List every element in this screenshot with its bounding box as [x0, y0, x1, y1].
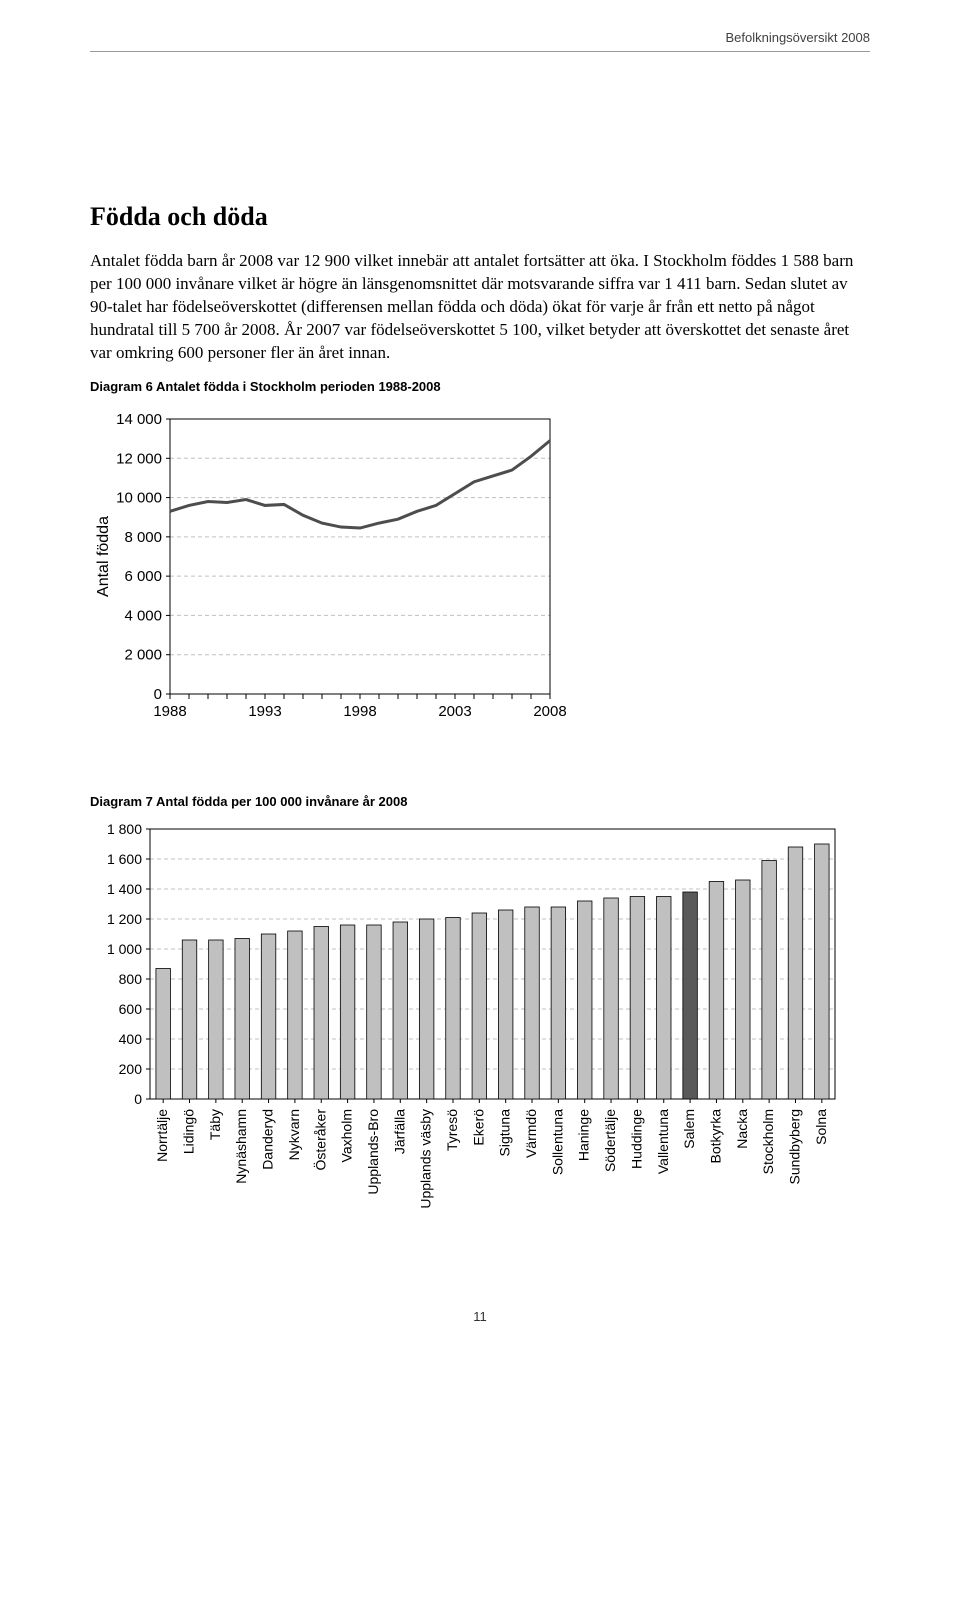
- svg-text:1 800: 1 800: [107, 821, 142, 837]
- svg-text:400: 400: [119, 1031, 143, 1047]
- svg-text:Värmdö: Värmdö: [523, 1108, 539, 1157]
- svg-text:Salem: Salem: [681, 1109, 697, 1149]
- svg-text:Nacka: Nacka: [734, 1108, 750, 1148]
- svg-text:Ekerö: Ekerö: [470, 1108, 486, 1145]
- svg-text:Tyresö: Tyresö: [444, 1108, 460, 1150]
- svg-text:0: 0: [154, 686, 162, 703]
- svg-text:1988: 1988: [153, 703, 186, 720]
- svg-text:Österåker: Österåker: [311, 1108, 328, 1170]
- svg-text:0: 0: [134, 1091, 142, 1107]
- svg-text:Botkyrka: Botkyrka: [707, 1108, 723, 1163]
- svg-text:8 000: 8 000: [124, 529, 162, 546]
- svg-text:Sollentuna: Sollentuna: [549, 1108, 565, 1174]
- svg-text:600: 600: [119, 1001, 143, 1017]
- svg-text:6 000: 6 000: [124, 568, 162, 585]
- svg-text:Stockholm: Stockholm: [760, 1109, 776, 1174]
- chart6-svg: 0 2 000 4 000 6 000 8 000 10 000 12 000 14 000 1…: [90, 404, 570, 734]
- chart6-container: 0 2 000 4 000 6 000 8 000 10 000 12 000 14 000 1…: [90, 404, 870, 734]
- page-header: Befolkningsöversikt 2008: [90, 30, 870, 52]
- svg-text:1998: 1998: [343, 703, 376, 720]
- svg-text:Vaxholm: Vaxholm: [339, 1109, 355, 1162]
- svg-text:200: 200: [119, 1061, 143, 1077]
- svg-text:1 400: 1 400: [107, 881, 142, 897]
- svg-text:12 000: 12 000: [116, 450, 162, 467]
- svg-text:1993: 1993: [248, 703, 281, 720]
- svg-text:Sigtuna: Sigtuna: [497, 1108, 513, 1156]
- svg-text:14 000: 14 000: [116, 411, 162, 428]
- svg-text:800: 800: [119, 971, 143, 987]
- svg-text:Upplands väsby: Upplands väsby: [418, 1109, 434, 1209]
- svg-text:10 000: 10 000: [116, 489, 162, 506]
- svg-text:Nykvarn: Nykvarn: [286, 1109, 302, 1160]
- page-number: 11: [90, 1309, 870, 1324]
- page-title: Födda och döda: [90, 202, 870, 232]
- svg-text:Södertälje: Södertälje: [602, 1108, 618, 1171]
- chart7-caption: Diagram 7 Antal födda per 100 000 invåna…: [90, 794, 870, 809]
- svg-text:Sundbyberg: Sundbyberg: [786, 1109, 802, 1185]
- svg-text:2008: 2008: [533, 703, 566, 720]
- chart7-svg: 0 200 400 600 800 1 000 1 200 1 400 1 600 1 800 No…: [90, 819, 850, 1249]
- svg-text:Täby: Täby: [207, 1109, 223, 1140]
- svg-text:Haninge: Haninge: [576, 1108, 592, 1160]
- svg-text:Nynäshamn: Nynäshamn: [233, 1109, 249, 1184]
- svg-text:Solna: Solna: [813, 1108, 829, 1144]
- svg-text:Upplands-Bro: Upplands-Bro: [365, 1108, 381, 1194]
- chart6-caption: Diagram 6 Antalet födda i Stockholm peri…: [90, 379, 870, 394]
- svg-text:4 000: 4 000: [124, 607, 162, 624]
- chart7-container: 0 200 400 600 800 1 000 1 200 1 400 1 600 1 800 No…: [90, 819, 870, 1249]
- svg-text:Huddinge: Huddinge: [628, 1108, 644, 1168]
- svg-text:Järfälla: Järfälla: [391, 1108, 407, 1153]
- svg-text:1 600: 1 600: [107, 851, 142, 867]
- svg-text:Danderyd: Danderyd: [260, 1109, 276, 1170]
- body-paragraph: Antalet födda barn år 2008 var 12 900 vi…: [90, 250, 870, 365]
- svg-text:Lidingö: Lidingö: [181, 1108, 197, 1153]
- svg-text:Antal födda: Antal födda: [95, 516, 112, 597]
- svg-text:2 000: 2 000: [124, 646, 162, 663]
- svg-text:1 000: 1 000: [107, 941, 142, 957]
- svg-text:Vallentuna: Vallentuna: [655, 1108, 671, 1173]
- svg-text:2003: 2003: [438, 703, 471, 720]
- svg-text:Norrtälje: Norrtälje: [154, 1108, 170, 1161]
- svg-text:1 200: 1 200: [107, 911, 142, 927]
